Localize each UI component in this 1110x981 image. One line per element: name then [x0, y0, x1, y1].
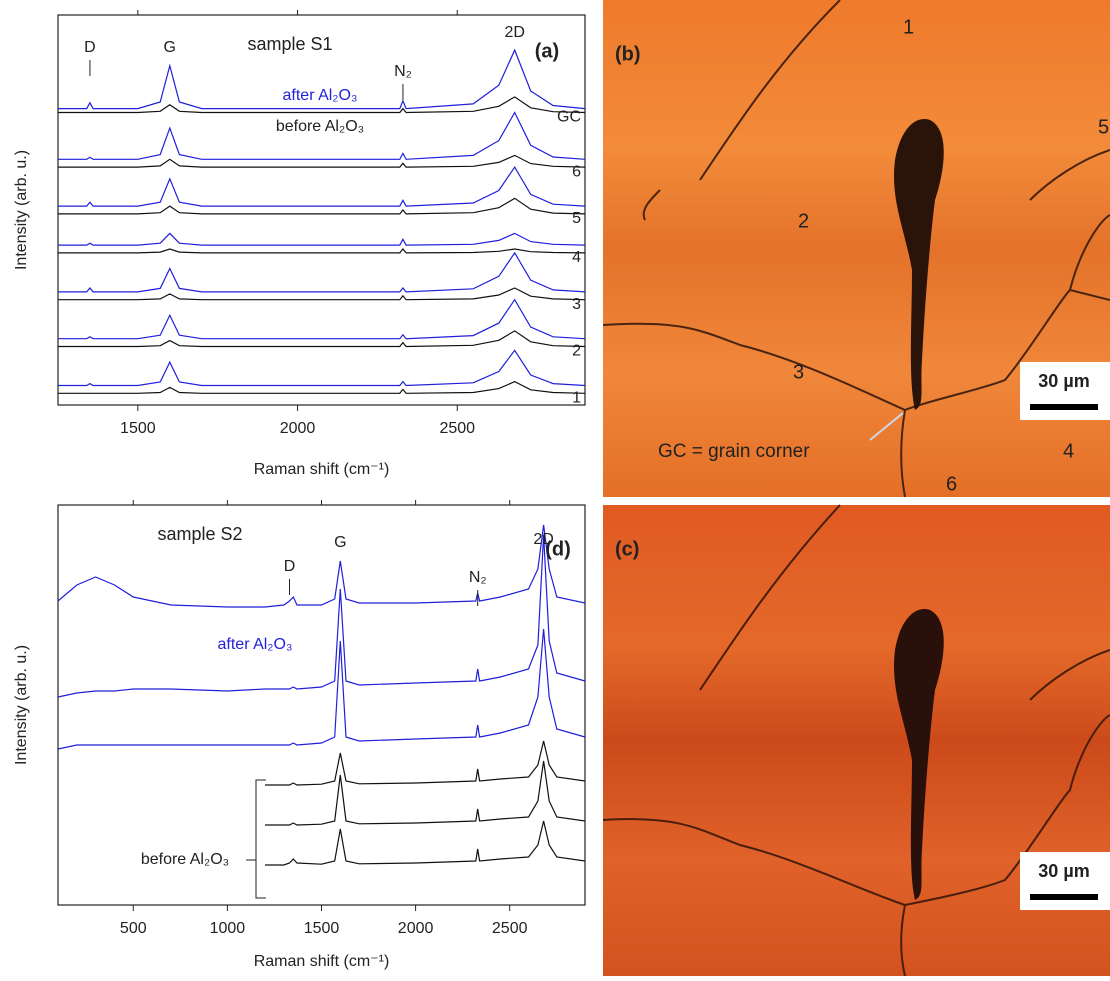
x-tick-label: 500 — [120, 920, 147, 937]
crack — [893, 609, 944, 900]
micrograph-image — [603, 0, 1110, 497]
trace-label: 4 — [572, 249, 581, 266]
scale-box — [1020, 852, 1110, 910]
spectrum-line — [265, 760, 586, 826]
scale-box — [1020, 362, 1110, 420]
trace-label: 6 — [572, 163, 581, 180]
x-axis-label: Raman shift (cm⁻¹) — [254, 953, 390, 970]
annotation: after Al₂O₃ — [218, 636, 293, 653]
bracket — [246, 779, 266, 899]
region-label: 5 — [1098, 116, 1109, 138]
peak-label: N₂ — [394, 63, 412, 80]
spectrum-line — [58, 154, 586, 168]
region-label: 3 — [793, 361, 804, 383]
spectrum-line — [265, 820, 586, 866]
panel-label: (b) — [615, 43, 641, 65]
annotation: after Al₂O₃ — [283, 87, 358, 104]
annotation: before Al₂O₃ — [141, 851, 229, 868]
x-tick-label: 1500 — [120, 420, 156, 437]
crack — [893, 119, 944, 411]
spectrum-line — [58, 96, 586, 114]
spectrum-line — [58, 287, 586, 301]
chart-title: sample S2 — [157, 524, 242, 544]
spectrum-line — [58, 298, 586, 340]
spectrum-line — [57, 628, 586, 750]
x-tick-label: 1000 — [210, 920, 246, 937]
spectrum-line — [265, 740, 586, 786]
region-label: 2 — [798, 210, 809, 232]
peak-label: G — [164, 39, 176, 56]
annotation: GC = grain corner — [658, 441, 810, 462]
spectrum-line — [58, 349, 586, 387]
peak-label: 2D — [505, 24, 525, 41]
trace-label: 1 — [572, 390, 581, 407]
spectrum-line — [57, 534, 586, 698]
annotation: before Al₂O₃ — [276, 118, 364, 135]
peak-label: G — [334, 534, 346, 551]
y-axis-label: Intensity (arb. u.) — [13, 150, 30, 270]
grain-boundaries — [602, 0, 1110, 498]
micrograph-b: (b) 1 2 3 4 5 6 GC = grain corner 30 µm — [602, 0, 1110, 498]
arrow — [869, 412, 904, 441]
micrograph-c: (c) 30 µm — [602, 504, 1110, 977]
scale-label: 30 µm — [1038, 371, 1089, 391]
chart-title: sample S1 — [247, 34, 332, 54]
peak-label: D — [284, 558, 296, 575]
trace-label: 2 — [572, 343, 581, 360]
spectrum-line — [58, 251, 586, 293]
trace-label: 5 — [572, 210, 581, 227]
peak-label: D — [84, 39, 96, 56]
panel-label: (c) — [615, 538, 639, 560]
region-label: 4 — [1063, 440, 1074, 462]
scale-label: 30 µm — [1038, 861, 1089, 881]
trace-label: GC — [557, 109, 581, 126]
title-box — [138, 519, 262, 551]
x-tick-label: 2500 — [492, 920, 528, 937]
x-tick-label: 2000 — [280, 420, 316, 437]
x-tick-label: 2000 — [398, 920, 434, 937]
x-axis-label: Raman shift (cm⁻¹) — [254, 461, 390, 478]
spectrum-line — [58, 330, 586, 348]
grain-boundaries — [602, 504, 1110, 977]
trace-label: 3 — [572, 296, 581, 313]
spectrum-line — [58, 248, 586, 254]
scale-bar — [1030, 894, 1098, 900]
panel-label: (d) — [545, 538, 571, 560]
spectrum-line — [58, 197, 586, 215]
peak-label: N₂ — [469, 569, 487, 586]
x-tick-label: 2500 — [439, 420, 475, 437]
spectrum-line — [57, 524, 586, 608]
spectrum-line — [58, 48, 586, 110]
spectrum-line — [58, 165, 586, 207]
title-box — [228, 29, 352, 61]
panel-label: (a) — [535, 40, 559, 62]
region-label: 1 — [903, 16, 914, 38]
scale-bar — [1030, 404, 1098, 410]
plot-frame — [57, 504, 586, 906]
spectrum-line — [58, 111, 586, 160]
region-label: 6 — [946, 473, 957, 495]
y-axis-label: Intensity (arb. u.) — [13, 645, 30, 765]
spectrum-line — [58, 380, 586, 394]
x-tick-label: 1500 — [304, 920, 340, 937]
plot-frame — [57, 14, 586, 406]
spectrum-line — [58, 232, 586, 246]
peak-label: 2D — [533, 531, 553, 548]
